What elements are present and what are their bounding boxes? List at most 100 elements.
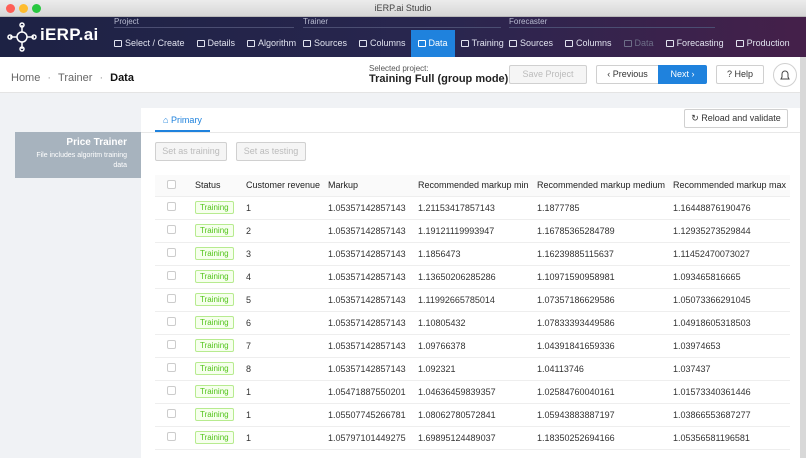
cell-text: 1.08062780572841 xyxy=(418,409,496,420)
nav-item-label: Training xyxy=(471,38,504,48)
nav-item[interactable]: Sources xyxy=(509,30,559,57)
nav-item[interactable]: Columns xyxy=(359,30,412,57)
cell-text: 1.19121119993947 xyxy=(418,225,495,236)
cell: 1.05797101449275 xyxy=(322,426,412,450)
checkbox[interactable] xyxy=(167,340,176,349)
nav-item[interactable]: Forecasting xyxy=(665,30,730,57)
sidebar-description: File includes algoritm training data xyxy=(36,152,127,169)
cell: 1.04391841659336 xyxy=(531,334,667,358)
cell-text: 1.21153417857143 xyxy=(418,202,495,213)
cell: 1 xyxy=(240,403,322,427)
cell: 1.093465816665 xyxy=(667,265,790,289)
status-cell: Training xyxy=(188,403,240,427)
cell: 1.05357142857143 xyxy=(322,196,412,220)
nav-icon xyxy=(565,40,574,47)
cell: 7 xyxy=(240,334,322,358)
checkbox[interactable] xyxy=(167,317,176,326)
cell: 1.1877785 xyxy=(531,196,667,220)
cell-text: 1 xyxy=(246,409,252,420)
status-cell: Training xyxy=(188,196,240,220)
cell: 1.13650206285286 xyxy=(412,265,531,289)
tab-primary[interactable]: ⌂ Primary xyxy=(155,110,210,132)
cell: 1.05356581196581 xyxy=(667,426,790,450)
minimize[interactable] xyxy=(19,4,28,13)
nav-item[interactable]: Columns xyxy=(565,30,618,57)
nav-item[interactable]: Production xyxy=(735,30,796,57)
cell-text: 7 xyxy=(246,340,252,351)
column-header: Markup xyxy=(322,175,412,197)
cell-text: 1.18350252694166 xyxy=(537,432,615,443)
select-cell xyxy=(155,288,188,312)
cell: 1.21153417857143 xyxy=(412,196,531,220)
cell-text: 1 xyxy=(246,432,252,443)
select-cell xyxy=(155,265,188,289)
cell-text: 1.05943883887197 xyxy=(537,409,615,420)
logo-icon xyxy=(7,22,37,52)
table-row: Training 1 1.05357142857143 1.2115341785714… xyxy=(155,196,790,220)
title-bar: iERP.ai Studio xyxy=(0,0,806,17)
status-tag: Training xyxy=(195,247,234,260)
nav-icon xyxy=(735,40,744,47)
select-cell xyxy=(155,380,188,404)
nav-group: Trainer Sources Columns Data Training xyxy=(303,17,504,57)
cell-text: 1.02584760040161 xyxy=(537,386,615,397)
window-edge xyxy=(800,57,806,458)
sidebar-item[interactable]: Price Trainer File includes algoritm tra… xyxy=(15,132,141,178)
cell-text: 1.05356581196581 xyxy=(673,432,750,443)
cell-text: 1.11992665785014 xyxy=(418,294,495,305)
nav-item[interactable]: Algorithm xyxy=(247,30,302,57)
cell-text: 1.05357142857143 xyxy=(328,340,406,351)
cell-text: 1.11452470073027 xyxy=(673,248,750,259)
cell: 1.11992665785014 xyxy=(412,288,531,312)
nav-item-label: Sources xyxy=(520,38,554,48)
nav-item[interactable]: Data xyxy=(410,30,455,57)
previous-button[interactable]: ‹ Previous xyxy=(596,65,659,84)
select-all xyxy=(155,175,188,197)
cell-text: 1.69895124489037 xyxy=(418,432,496,443)
set-training-label: Set as training xyxy=(162,146,220,156)
tab-divider xyxy=(141,132,801,133)
nav-item[interactable]: Training xyxy=(460,30,510,57)
cell: 1.092321 xyxy=(412,357,531,381)
zoom[interactable] xyxy=(32,4,41,13)
nav-item[interactable]: Details xyxy=(196,30,242,57)
nav-bar: iERP.ai Project Select / Create Details Alg… xyxy=(0,17,806,57)
select-cell xyxy=(155,357,188,381)
status-tag: Training xyxy=(195,339,234,352)
breadcrumb-item[interactable]: Trainer xyxy=(58,72,93,84)
checkbox[interactable] xyxy=(167,202,176,211)
checkbox[interactable] xyxy=(167,386,176,395)
checkbox[interactable] xyxy=(167,294,176,303)
status-tag: Training xyxy=(195,224,234,237)
nav-icon xyxy=(247,40,256,47)
help-button[interactable]: ? Help xyxy=(716,65,764,84)
cell: 1.05357142857143 xyxy=(322,288,412,312)
checkbox[interactable] xyxy=(167,363,176,372)
cell-text: 1.05357142857143 xyxy=(328,248,406,259)
nav-item[interactable]: Select / Create xyxy=(114,30,191,57)
cell: 1.1856473 xyxy=(412,242,531,266)
checkbox[interactable] xyxy=(167,248,176,257)
checkbox[interactable] xyxy=(167,409,176,418)
cell-text: 8 xyxy=(246,363,252,374)
logo[interactable]: iERP.ai xyxy=(40,25,99,44)
nav-icon xyxy=(509,40,517,47)
cell-text: 1.09766378 xyxy=(418,340,466,351)
reload-button[interactable]: ↻ Reload and validate xyxy=(684,109,788,128)
checkbox[interactable] xyxy=(167,271,176,280)
reload-label: Reload and validate xyxy=(701,113,781,123)
checkbox[interactable] xyxy=(167,179,176,189)
checkbox[interactable] xyxy=(167,432,176,441)
breadcrumb-item[interactable]: Home xyxy=(11,72,41,84)
next-button[interactable]: Next › xyxy=(658,65,707,84)
select-cell xyxy=(155,311,188,335)
checkbox[interactable] xyxy=(167,225,176,234)
nav-item[interactable]: Sources xyxy=(303,30,353,57)
cell: 1.12935273529844 xyxy=(667,219,790,243)
cell-text: 1.1877785 xyxy=(537,202,580,213)
close[interactable] xyxy=(6,4,15,13)
notifications-button[interactable] xyxy=(773,63,797,87)
status-tag: Training xyxy=(195,316,234,329)
cell: 1.01573340361446 xyxy=(667,380,790,404)
cell-text: 1.05073366291045 xyxy=(673,294,751,305)
